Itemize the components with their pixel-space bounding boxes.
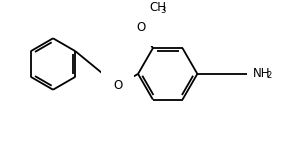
Text: O: O [113, 79, 122, 92]
Text: NH: NH [253, 67, 270, 80]
Text: O: O [137, 21, 146, 34]
Text: 3: 3 [161, 6, 166, 15]
Text: CH: CH [149, 1, 166, 14]
Text: 2: 2 [266, 71, 272, 80]
